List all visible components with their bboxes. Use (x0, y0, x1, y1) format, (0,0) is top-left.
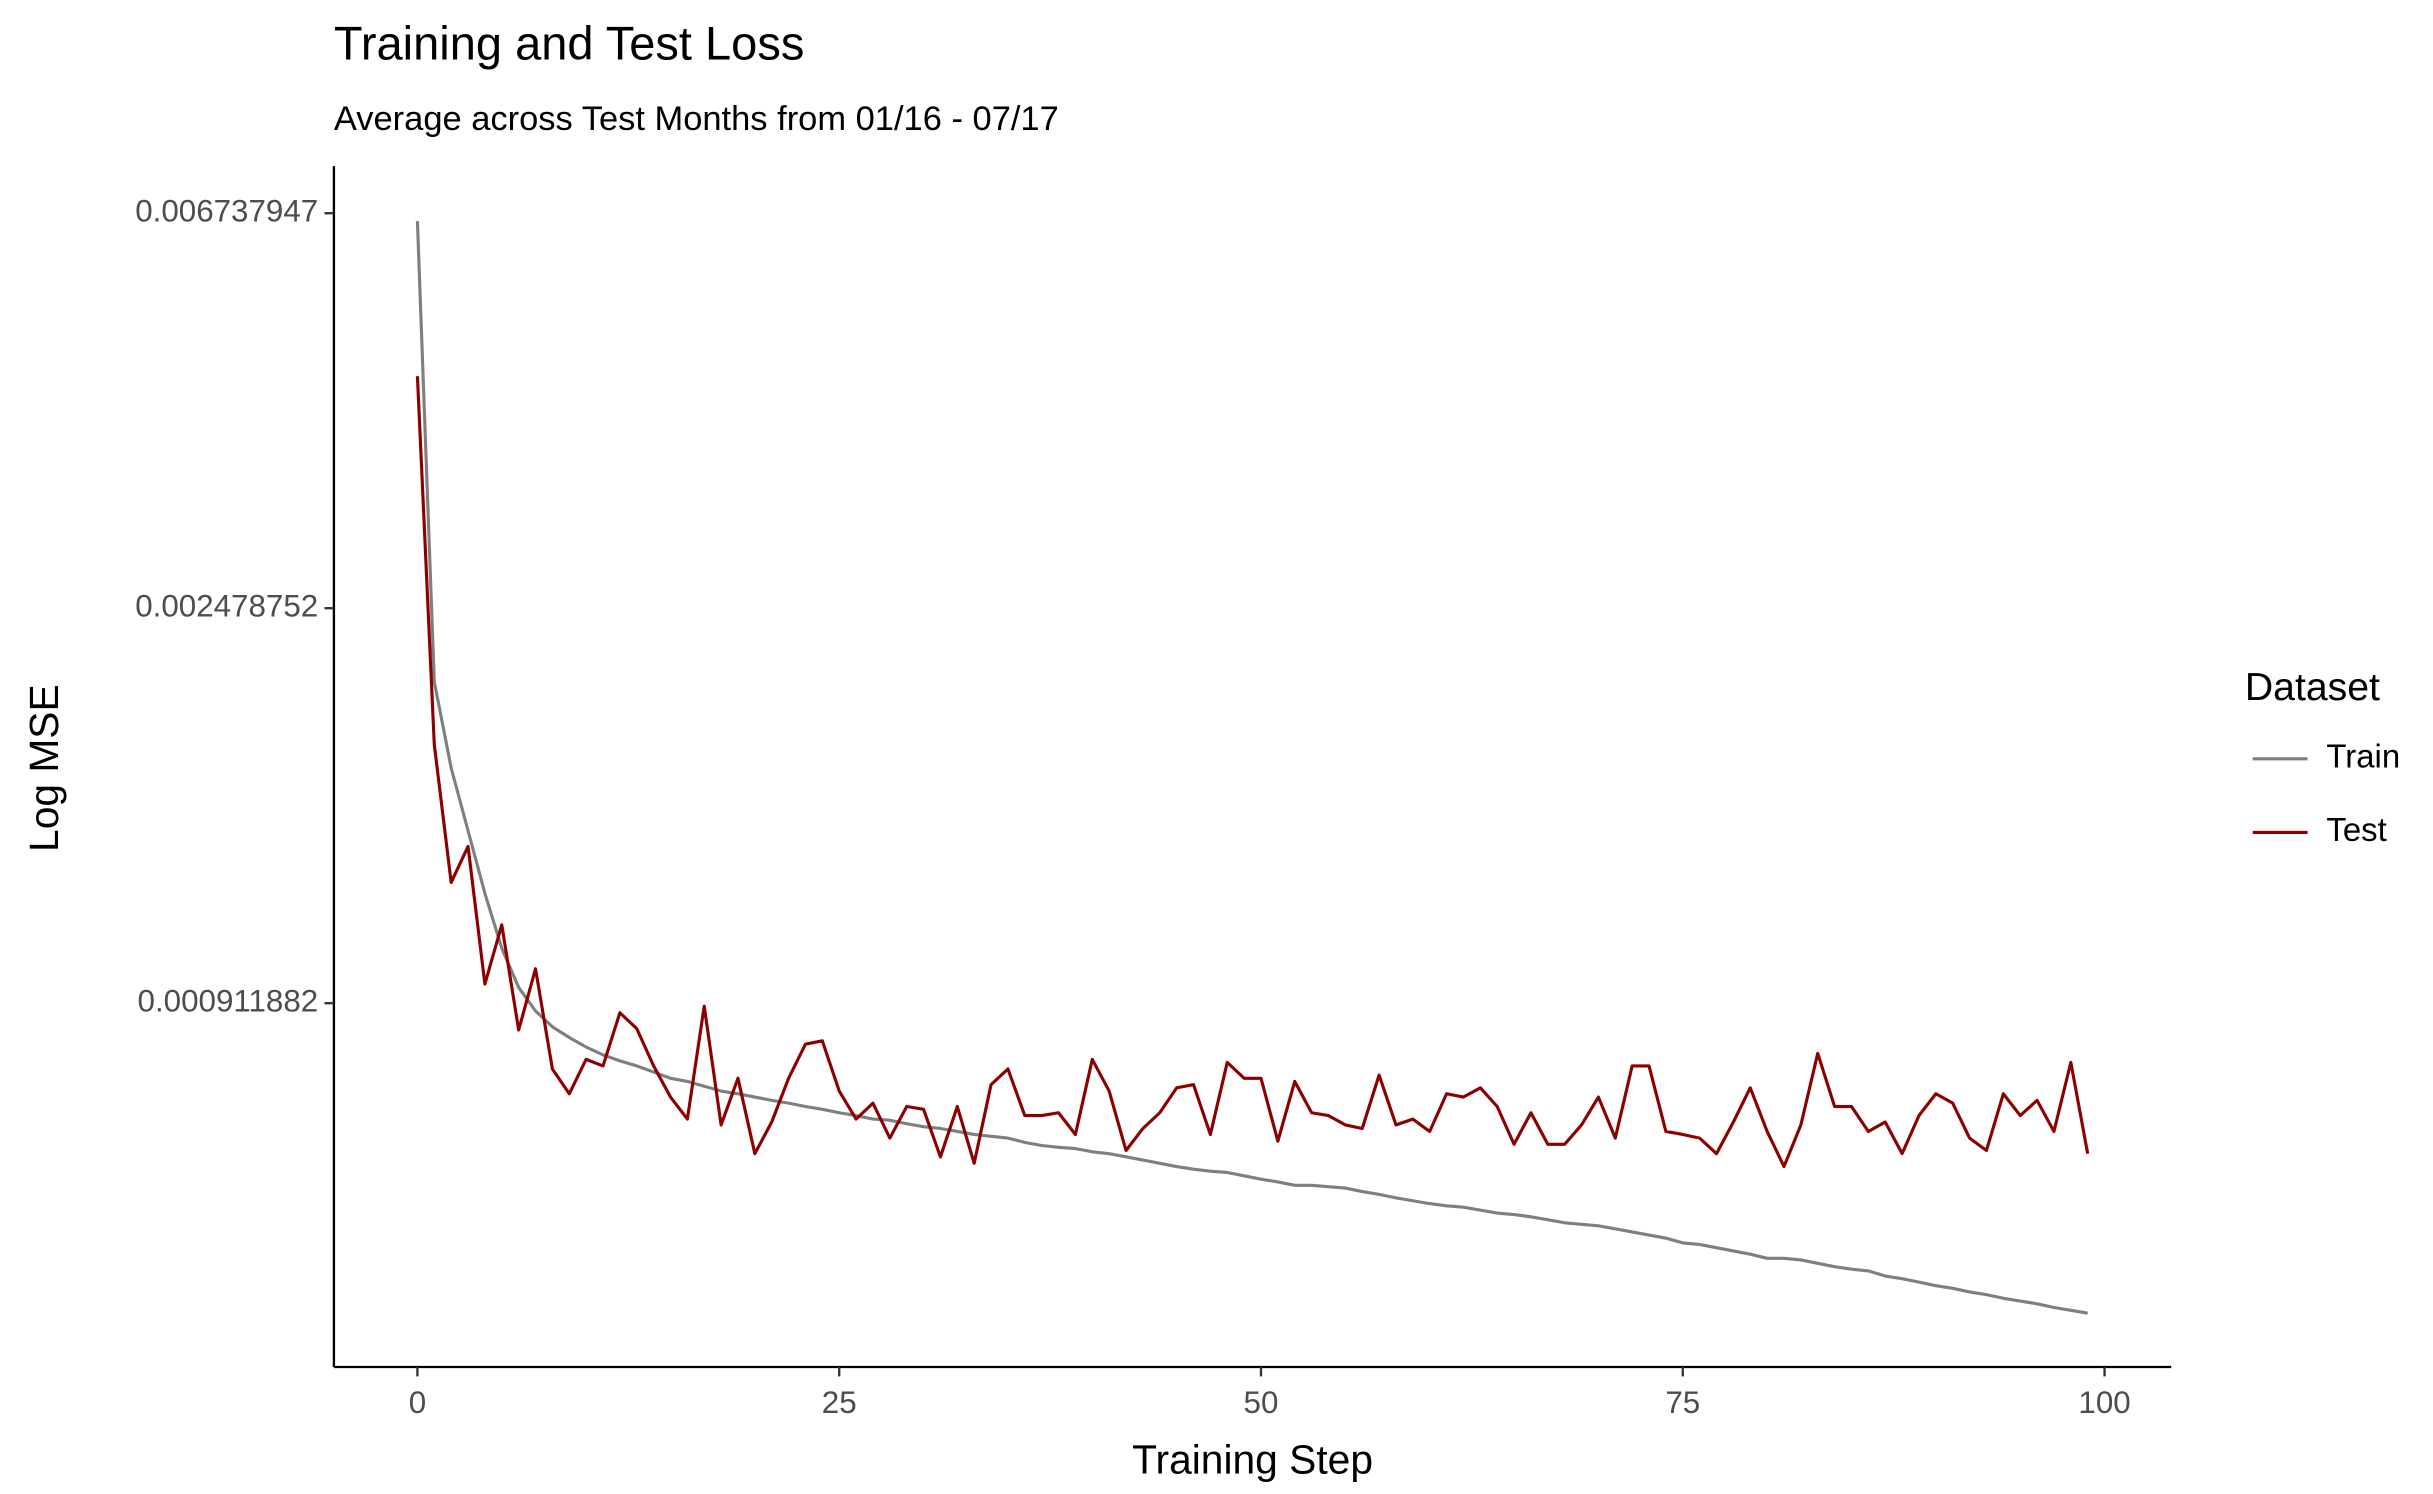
chart-title: Training and Test Loss (334, 16, 804, 69)
line-series (415, 376, 2090, 1169)
legend-label: Test (2326, 811, 2386, 848)
line-series (415, 220, 2088, 1315)
chart-subtitle: Average across Test Months from 01/16 - … (334, 100, 1059, 138)
legend-title: Dataset (2245, 666, 2380, 709)
x-tick-label: 100 (2078, 1385, 2130, 1420)
x-tick-label: 75 (1665, 1385, 1700, 1420)
legend-label: Train (2326, 737, 2400, 774)
y-tick-label: 0.000911882 (138, 983, 319, 1018)
y-tick-label: 0.002478752 (135, 588, 318, 623)
x-tick-label: 50 (1244, 1385, 1279, 1420)
x-tick-label: 25 (822, 1385, 857, 1420)
x-axis-label: Training Step (1132, 1436, 1373, 1482)
y-axis-label: Log MSE (21, 684, 67, 852)
y-tick-label: 0.006737947 (135, 193, 318, 228)
x-tick-label: 0 (409, 1385, 426, 1420)
